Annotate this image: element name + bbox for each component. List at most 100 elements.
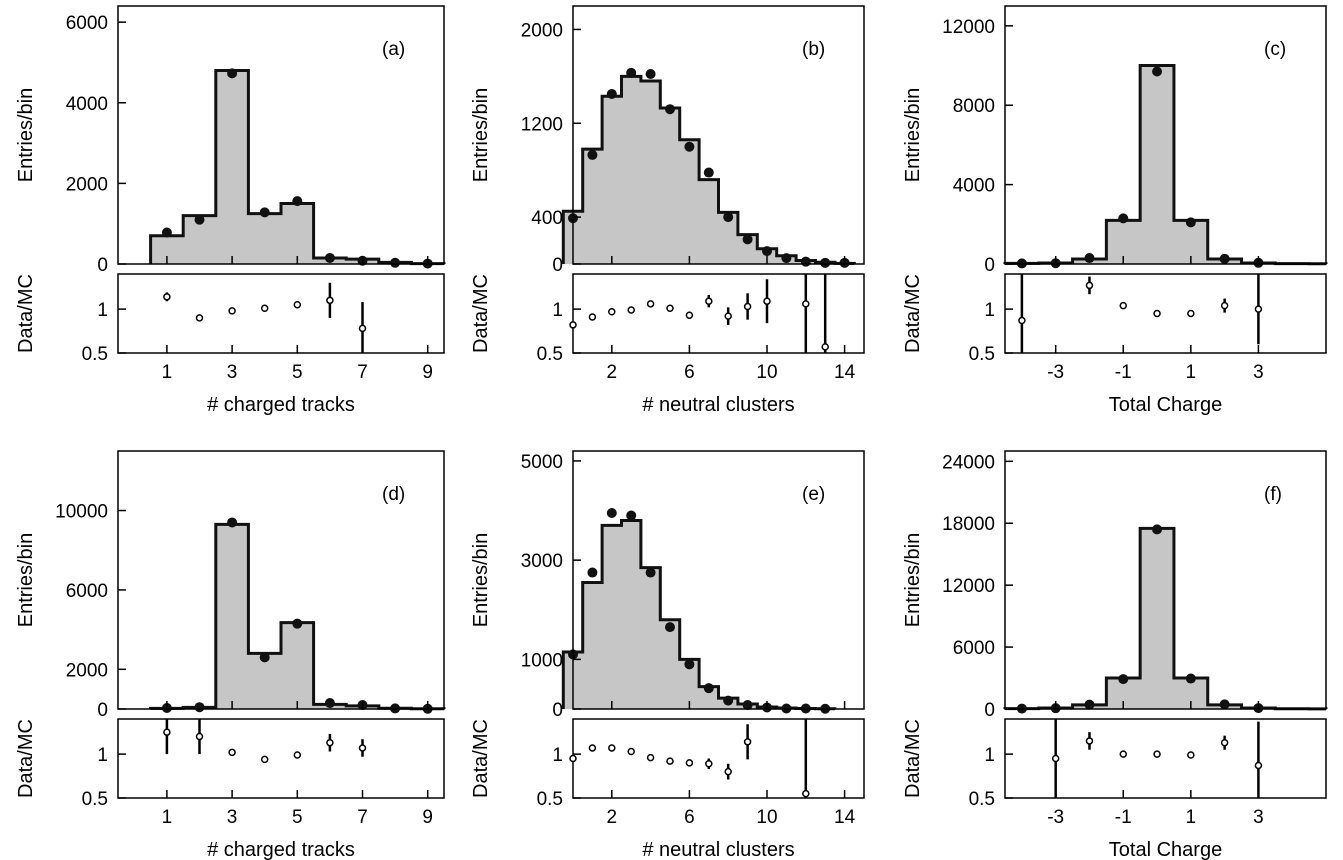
y-tick-label: 400: [531, 208, 563, 229]
ratio-point: [648, 755, 654, 761]
panel-a: 0 2000 4000 6000 Entries/bin (a) 0.5 1 Data/MC 1 3…: [15, 6, 444, 416]
ratio-point: [197, 315, 203, 321]
ratio-point: [1154, 311, 1160, 317]
y-tick-label: 3000: [521, 551, 563, 572]
ratio-point: [327, 297, 333, 303]
ratio-y-tick-label: 1: [552, 745, 563, 766]
y-tick-label: 6000: [66, 13, 108, 34]
ratio-point: [570, 322, 576, 328]
data-point: [646, 69, 656, 79]
data-point: [587, 568, 597, 578]
x-tick-label: 3: [1253, 807, 1264, 828]
y-tick-label: 1200: [521, 114, 563, 135]
x-tick-label: 9: [422, 362, 433, 383]
ratio-point: [1188, 752, 1194, 758]
y-tick-label: 8000: [953, 96, 995, 117]
y-tick-label: 0: [97, 255, 108, 276]
data-point: [390, 258, 400, 268]
ratio-y-tick-label: 0.5: [969, 344, 995, 365]
panel-b: 040012002000Entries/bin(b)0.51Data/MC2 6 1…: [470, 6, 864, 416]
data-point: [684, 142, 694, 152]
y-tick-label: 2000: [66, 174, 108, 195]
data-point: [743, 234, 753, 244]
ratio-point: [164, 729, 170, 735]
ratio-point: [1086, 282, 1092, 288]
ratio-point: [764, 298, 770, 304]
ratio-point: [1255, 763, 1261, 769]
data-point: [292, 619, 302, 629]
y-tick-label: 10000: [55, 502, 108, 523]
panel-label: (f): [1264, 484, 1282, 505]
data-point: [704, 168, 714, 178]
x-tick-label: 3: [227, 362, 238, 383]
data-point: [227, 517, 237, 527]
x-tick-label: 5: [292, 807, 303, 828]
x-tick-label: 14: [834, 807, 856, 828]
y-tick-label: 5000: [521, 452, 563, 473]
mc-histogram-fill: [151, 71, 444, 265]
y-axis-label: Entries/bin: [902, 88, 924, 183]
x-axis-label: # neutral clusters: [642, 839, 794, 860]
data-point: [227, 68, 237, 78]
ratio-point: [648, 301, 654, 307]
ratio-y-tick-label: 1: [984, 745, 995, 766]
data-point: [1118, 213, 1128, 223]
data-point: [704, 683, 714, 693]
panel-d: 0 2000 6000 10000 Entries/bin (d) 0.5 1 Data/MC 1…: [15, 451, 444, 860]
data-point: [626, 68, 636, 78]
ratio-point: [197, 734, 203, 740]
ratio-y-axis-label: Data/MC: [15, 719, 37, 798]
ratio-y-tick-label: 0.5: [537, 344, 563, 365]
ratio-point: [589, 745, 595, 751]
ratio-point: [262, 305, 268, 311]
data-point: [607, 89, 617, 99]
ratio-point: [1255, 306, 1261, 312]
ratio-y-tick-label: 1: [97, 300, 108, 321]
ratio-point: [1120, 751, 1126, 757]
ratio-y-axis-label: Data/MC: [902, 274, 924, 353]
ratio-y-axis-label: Data/MC: [902, 719, 924, 798]
ratio-point: [1154, 751, 1160, 757]
y-axis-label: Entries/bin: [470, 533, 492, 628]
data-point: [723, 696, 733, 706]
x-tick-label: -1: [1115, 807, 1132, 828]
ratio-point: [262, 756, 268, 762]
x-tick-label: 1: [1186, 807, 1197, 828]
data-point: [626, 511, 636, 521]
data-point: [1186, 217, 1196, 227]
ratio-point: [1222, 303, 1228, 309]
x-axis-label: Total Charge: [1109, 839, 1222, 860]
data-point: [723, 212, 733, 222]
ratio-y-tick-label: 0.5: [969, 789, 995, 810]
x-tick-label: 7: [357, 807, 368, 828]
ratio-point: [164, 294, 170, 300]
panel-label: (d): [382, 484, 405, 505]
x-tick-label: 3: [1253, 362, 1264, 383]
data-point: [646, 568, 656, 578]
ratio-y-axis-label: Data/MC: [470, 274, 492, 353]
data-point: [1084, 253, 1094, 263]
ratio-point: [822, 344, 828, 350]
y-tick-label: 12000: [942, 17, 995, 38]
data-point: [195, 702, 205, 712]
x-tick-label: 6: [684, 807, 695, 828]
ratio-point: [1222, 740, 1228, 746]
data-point: [820, 258, 830, 268]
ratio-point: [360, 325, 366, 331]
mc-histogram-fill: [151, 524, 444, 709]
data-point: [801, 257, 811, 267]
y-axis-label: Entries/bin: [470, 88, 492, 183]
ratio-point: [745, 303, 751, 309]
ratio-point: [628, 307, 634, 313]
y-tick-label: 12000: [942, 576, 995, 597]
ratio-point: [609, 745, 615, 751]
ratio-y-tick-label: 1: [97, 745, 108, 766]
data-point: [684, 659, 694, 669]
data-point: [1220, 699, 1230, 709]
y-tick-label: 18000: [942, 514, 995, 535]
ratio-y-axis-label: Data/MC: [470, 719, 492, 798]
data-point: [292, 196, 302, 206]
ratio-point: [1120, 303, 1126, 309]
panel-c: 04000800012000Entries/bin(c)0.51Data/MC-…: [902, 6, 1326, 416]
